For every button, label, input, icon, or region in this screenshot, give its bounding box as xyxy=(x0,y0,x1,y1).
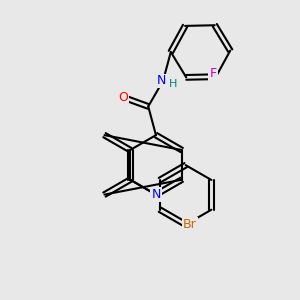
Text: H: H xyxy=(169,79,178,89)
Text: N: N xyxy=(151,188,160,201)
Text: O: O xyxy=(118,91,128,104)
Text: F: F xyxy=(209,67,217,80)
Text: N: N xyxy=(157,74,166,87)
Text: Br: Br xyxy=(183,218,197,231)
